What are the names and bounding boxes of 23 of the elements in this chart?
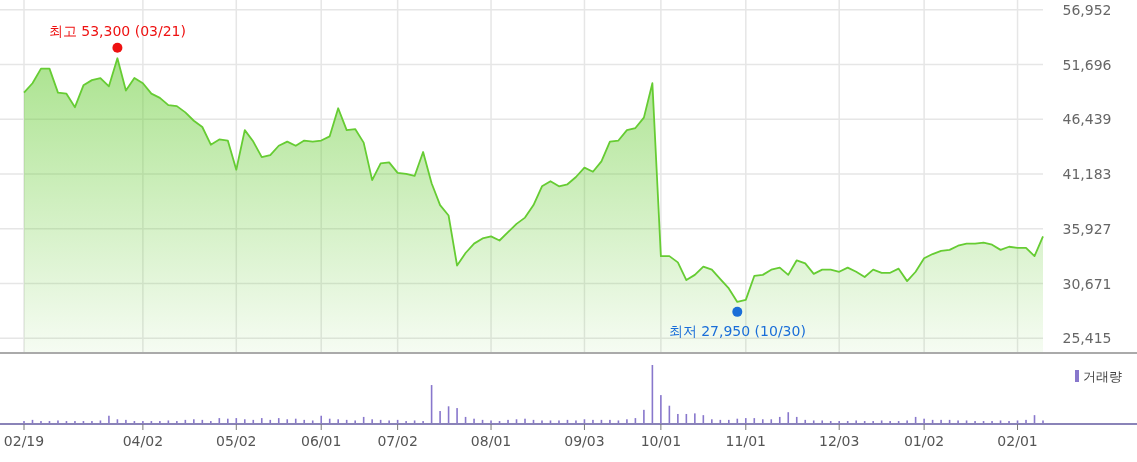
legend-label: 거래량	[1083, 369, 1122, 384]
y-tick-label: 35,927	[1062, 220, 1112, 237]
x-tick-label: 09/03	[564, 433, 605, 449]
x-tick-label: 10/01	[640, 433, 682, 449]
x-tick-label: 06/01	[301, 433, 342, 449]
x-tick-label: 07/02	[377, 433, 418, 449]
x-tick-label: 02/01	[997, 433, 1038, 449]
y-tick-label: 46,439	[1062, 111, 1112, 128]
x-tick-label: 05/02	[216, 433, 257, 449]
y-tick-label: 41,183	[1062, 166, 1112, 183]
y-tick-label: 25,415	[1062, 330, 1112, 347]
y-tick-label: 30,671	[1062, 275, 1112, 292]
x-tick-label: 01/02	[903, 433, 945, 449]
x-tick-label: 11/01	[725, 433, 766, 449]
x-tick-label: 04/02	[122, 433, 164, 449]
y-tick-label: 51,696	[1062, 56, 1112, 73]
y-tick-label: 56,952	[1062, 1, 1112, 18]
annotation: 최저 27,950 (10/30)	[668, 322, 806, 339]
legend: 거래량	[1075, 369, 1122, 384]
x-tick-label: 08/01	[470, 433, 512, 449]
x-tick-label: 02/19	[3, 433, 45, 449]
x-tick-label: 12/03	[819, 433, 860, 449]
annotation: 최고 53,300 (03/21)	[48, 22, 186, 39]
